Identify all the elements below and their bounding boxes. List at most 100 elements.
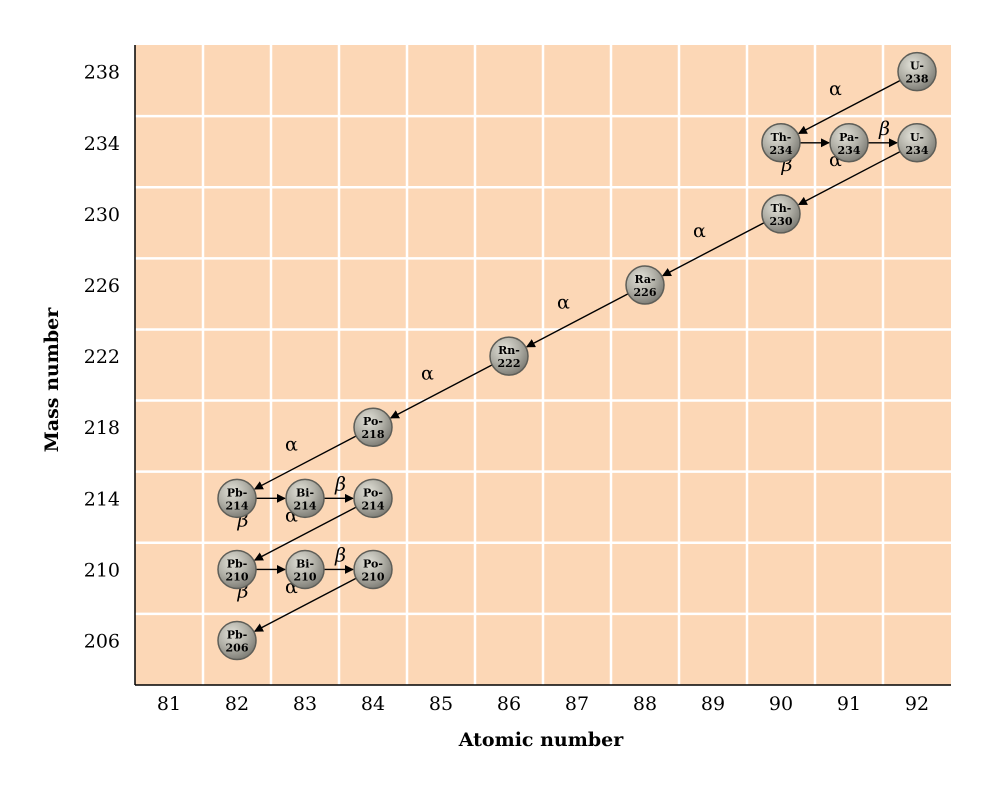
x-tick-label: 87 bbox=[565, 693, 589, 715]
decay-arrow-alpha bbox=[389, 364, 493, 419]
decay-arrow-alpha bbox=[797, 79, 901, 135]
nuclide-element: Pa- bbox=[839, 131, 859, 144]
nuclide-ball bbox=[353, 407, 393, 447]
nuclide-ball bbox=[353, 549, 393, 590]
decay-arrow-alpha bbox=[253, 435, 357, 490]
nuclide-pb-206: Pb-206 bbox=[217, 620, 257, 661]
y-tick-label: 230 bbox=[84, 204, 120, 226]
nuclide-element: Pb- bbox=[227, 629, 248, 642]
nuclide-mass: 210 bbox=[226, 570, 249, 583]
y-tick-label: 234 bbox=[84, 133, 120, 155]
x-tick-label: 89 bbox=[701, 693, 725, 715]
y-tick-label: 214 bbox=[84, 488, 120, 510]
nuclide-element: Ra- bbox=[634, 273, 655, 286]
x-tick-label: 91 bbox=[837, 693, 861, 715]
decay-arrow-alpha bbox=[253, 506, 357, 561]
y-tick-label: 206 bbox=[84, 631, 120, 653]
nuclide-element: Bi- bbox=[296, 486, 314, 499]
nuclide-ball bbox=[761, 194, 801, 234]
nuclide-mass: 214 bbox=[294, 499, 317, 512]
nuclide-mass: 214 bbox=[226, 499, 249, 512]
nuclide-mass: 234 bbox=[770, 144, 793, 157]
decay-label-alpha: α bbox=[829, 78, 842, 100]
grid-lines bbox=[135, 45, 951, 685]
decay-arrow-alpha bbox=[797, 150, 901, 206]
nuclide-mass: 210 bbox=[362, 570, 385, 583]
nuclide-element: U- bbox=[910, 131, 924, 144]
nuclide-element: Th- bbox=[771, 202, 792, 215]
x-tick-label: 83 bbox=[293, 693, 317, 715]
nuclide-ball bbox=[829, 123, 869, 163]
nuclide-po-218: Po-218 bbox=[353, 407, 393, 447]
nuclide-mass: 222 bbox=[498, 357, 521, 370]
y-tick-label: 218 bbox=[84, 417, 120, 439]
y-tick-labels: 206 210 214 218 222 226 230 234 238 bbox=[84, 62, 120, 653]
y-tick-label: 222 bbox=[84, 346, 120, 368]
nuclide-u-238: U-238 bbox=[897, 51, 937, 92]
x-tick-label: 88 bbox=[633, 693, 657, 715]
nuclide-mass: 218 bbox=[362, 428, 385, 441]
axes bbox=[134, 45, 951, 686]
x-tick-label: 85 bbox=[429, 693, 453, 715]
nuclide-element: U- bbox=[910, 60, 924, 73]
x-tick-labels: 81 82 83 84 85 86 87 88 89 90 91 92 bbox=[157, 693, 929, 715]
decay-arrow-alpha bbox=[661, 222, 765, 277]
nuclide-po-210: Po-210 bbox=[353, 549, 393, 590]
nuclide-rn-222: Rn-222 bbox=[489, 336, 529, 376]
nuclide-element: Rn- bbox=[498, 344, 520, 357]
nuclide-element: Po- bbox=[363, 486, 383, 499]
nuclide-ball bbox=[897, 51, 937, 92]
x-tick-label: 90 bbox=[769, 693, 793, 715]
y-tick-label: 210 bbox=[84, 559, 120, 581]
nuclide-mass: 210 bbox=[294, 570, 317, 583]
nuclide-pb-210: Pb-210 bbox=[217, 549, 257, 590]
nuclide-ball bbox=[353, 478, 393, 519]
nuclide-bi-214: Bi-214 bbox=[285, 478, 325, 519]
nuclide-mass: 238 bbox=[906, 73, 929, 86]
nuclide-ball bbox=[285, 478, 325, 519]
nuclide-element: Po- bbox=[363, 557, 383, 570]
nuclide-mass: 234 bbox=[906, 144, 929, 157]
decay-label-beta: β bbox=[878, 118, 890, 140]
nuclide-po-214: Po-214 bbox=[353, 478, 393, 519]
nuclide-mass: 214 bbox=[362, 499, 385, 512]
y-axis-title: Mass number bbox=[41, 307, 63, 452]
x-axis-title: Atomic number bbox=[458, 729, 624, 751]
x-tick-label: 82 bbox=[225, 693, 249, 715]
nuclide-ball bbox=[285, 549, 325, 590]
nuclide-ball bbox=[489, 336, 529, 376]
nuclides: U-238Th-234Pa-234U-234Th-230Ra-226Rn-222… bbox=[217, 51, 937, 661]
decay-label-beta: β bbox=[334, 473, 346, 495]
nuclide-element: Th- bbox=[771, 131, 792, 144]
nuclide-ball bbox=[761, 123, 801, 163]
y-tick-label: 226 bbox=[84, 275, 120, 297]
nuclide-bi-210: Bi-210 bbox=[285, 549, 325, 590]
nuclide-pb-214: Pb-214 bbox=[217, 478, 257, 519]
nuclide-th-230: Th-230 bbox=[761, 194, 801, 234]
nuclide-element: Bi- bbox=[296, 557, 314, 570]
x-tick-label: 84 bbox=[361, 693, 385, 715]
nuclide-mass: 226 bbox=[634, 286, 657, 299]
decay-arrow-alpha bbox=[525, 293, 629, 348]
x-tick-label: 92 bbox=[905, 693, 929, 715]
nuclide-u-234: U-234 bbox=[897, 123, 937, 163]
nuclide-ball bbox=[897, 123, 937, 163]
decay-label-beta: β bbox=[334, 544, 346, 566]
decay-arrow-alpha bbox=[253, 577, 357, 632]
decay-label-alpha: α bbox=[421, 362, 434, 384]
decay-label-alpha: α bbox=[693, 220, 706, 242]
nuclide-ball bbox=[217, 620, 257, 661]
nuclide-element: Pb- bbox=[227, 557, 248, 570]
nuclide-ball bbox=[217, 549, 257, 590]
nuclide-element: Po- bbox=[363, 415, 383, 428]
nuclide-mass: 206 bbox=[226, 642, 249, 655]
nuclide-mass: 234 bbox=[838, 144, 861, 157]
nuclide-ball bbox=[217, 478, 257, 519]
nuclide-pa-234: Pa-234 bbox=[829, 123, 869, 163]
decay-label-alpha: α bbox=[557, 291, 570, 313]
nuclide-mass: 230 bbox=[770, 215, 793, 228]
decay-label-alpha: α bbox=[285, 434, 298, 456]
nuclide-th-234: Th-234 bbox=[761, 123, 801, 163]
y-tick-label: 238 bbox=[84, 62, 120, 84]
